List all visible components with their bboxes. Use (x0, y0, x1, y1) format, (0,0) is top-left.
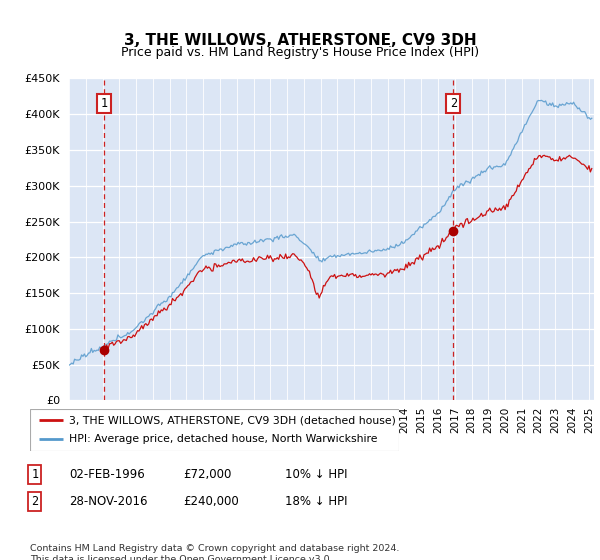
Text: 1: 1 (31, 468, 38, 482)
Text: HPI: Average price, detached house, North Warwickshire: HPI: Average price, detached house, Nort… (69, 435, 377, 445)
Text: 18% ↓ HPI: 18% ↓ HPI (285, 494, 347, 508)
Text: 2: 2 (31, 494, 38, 508)
Text: £240,000: £240,000 (183, 494, 239, 508)
Text: 2: 2 (450, 97, 457, 110)
Text: 02-FEB-1996: 02-FEB-1996 (69, 468, 145, 482)
Text: Contains HM Land Registry data © Crown copyright and database right 2024.
This d: Contains HM Land Registry data © Crown c… (30, 544, 400, 560)
Text: 3, THE WILLOWS, ATHERSTONE, CV9 3DH: 3, THE WILLOWS, ATHERSTONE, CV9 3DH (124, 33, 476, 48)
Text: £72,000: £72,000 (183, 468, 232, 482)
Text: 1: 1 (100, 97, 107, 110)
FancyBboxPatch shape (30, 409, 399, 451)
Text: Price paid vs. HM Land Registry's House Price Index (HPI): Price paid vs. HM Land Registry's House … (121, 46, 479, 59)
Text: 28-NOV-2016: 28-NOV-2016 (69, 494, 148, 508)
Text: 10% ↓ HPI: 10% ↓ HPI (285, 468, 347, 482)
Text: 3, THE WILLOWS, ATHERSTONE, CV9 3DH (detached house): 3, THE WILLOWS, ATHERSTONE, CV9 3DH (det… (69, 415, 395, 425)
